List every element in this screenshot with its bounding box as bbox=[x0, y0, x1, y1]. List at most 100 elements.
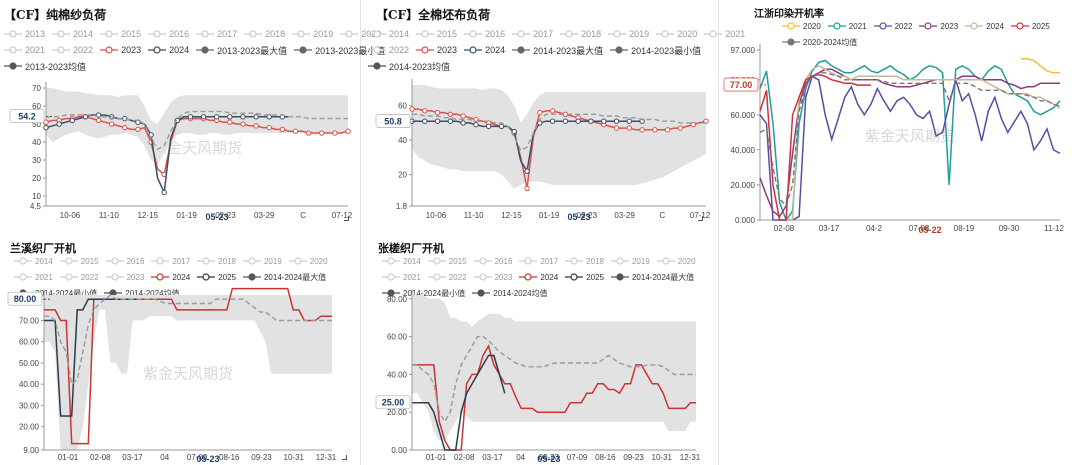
legend-label: 2018 bbox=[581, 29, 602, 39]
y-tick-label: 30 bbox=[32, 156, 41, 165]
legend-item[interactable]: 2022 bbox=[873, 22, 912, 31]
data-point bbox=[639, 127, 645, 133]
legend-item[interactable]: 2021 bbox=[827, 22, 867, 31]
legend-item[interactable]: 2022 bbox=[52, 45, 93, 55]
x-tick-label: 01-01 bbox=[58, 453, 79, 462]
legend-item[interactable]: 2020 bbox=[288, 257, 328, 266]
legend-item[interactable]: 2018 bbox=[565, 257, 604, 266]
data-point bbox=[253, 123, 259, 129]
legend-item[interactable]: 2014 bbox=[14, 257, 53, 266]
legend-item[interactable]: 2014-2023最小值 bbox=[610, 44, 701, 57]
legend-item[interactable]: 2016 bbox=[464, 29, 505, 39]
legend-item[interactable]: 2019 bbox=[292, 29, 333, 39]
legend-item[interactable]: 2014-2023最大值 bbox=[512, 44, 603, 57]
legend-item[interactable]: 2014 bbox=[52, 29, 93, 39]
legend-item[interactable]: 2024 bbox=[151, 273, 190, 282]
legend-row: 2013-2023均值 bbox=[4, 58, 392, 74]
legend-label: 2014-2024最小值 bbox=[403, 288, 466, 298]
legend-label: 2021 bbox=[403, 272, 421, 282]
legend-item[interactable]: 2017 bbox=[151, 257, 190, 266]
x-tick-label: 12-15 bbox=[137, 211, 158, 220]
legend-item[interactable]: 2021 bbox=[704, 29, 745, 39]
legend-item[interactable]: 2016 bbox=[105, 257, 144, 266]
legend-item[interactable]: 2015 bbox=[416, 29, 457, 39]
legend-item[interactable]: 2016 bbox=[473, 257, 512, 266]
x-tick-label: 03-29 bbox=[614, 211, 635, 220]
legend-item[interactable]: 2016 bbox=[148, 29, 189, 39]
legend-item[interactable]: 2014-2024最大值 bbox=[242, 272, 326, 283]
legend-item[interactable]: 2019 bbox=[608, 29, 649, 39]
value-marker-box bbox=[9, 109, 45, 123]
chart-panel-zhangcha-weaving: 张槎织厂开机 2014 2015 2016 2017 2018 2019 2020 2021 2… bbox=[368, 236, 718, 465]
legend-swatch-icon bbox=[105, 273, 124, 281]
legend-item[interactable]: 2015 bbox=[59, 257, 99, 266]
legend-item[interactable]: 2014 bbox=[368, 29, 409, 39]
legend-item[interactable]: 2014-2024均值 bbox=[472, 288, 548, 299]
legend-item[interactable]: 2013 bbox=[4, 29, 45, 39]
resize-handle[interactable] bbox=[342, 455, 347, 460]
data-point bbox=[108, 121, 115, 127]
legend-item[interactable]: 2018 bbox=[197, 257, 236, 266]
legend-item[interactable]: 2022 bbox=[59, 273, 99, 282]
data-point bbox=[434, 109, 441, 116]
legend-swatch-icon bbox=[519, 257, 538, 265]
legend-label: 2025 bbox=[1031, 21, 1050, 31]
legend-swatch-icon bbox=[14, 273, 32, 281]
legend-item[interactable]: 2021 bbox=[382, 273, 421, 282]
legend-label: 2015 bbox=[448, 256, 467, 266]
legend-item[interactable]: 2023 bbox=[416, 45, 457, 55]
legend-item[interactable]: 2019 bbox=[610, 257, 650, 266]
legend-item[interactable]: 2017 bbox=[512, 29, 553, 39]
legend-item[interactable]: 2024 bbox=[519, 273, 558, 282]
chart-legend: 2014 2015 2016 2017 2018 2019 2020 2021 2022 2023… bbox=[382, 253, 703, 301]
legend-item[interactable]: 2013-2023均值 bbox=[4, 60, 86, 73]
legend-label: 2014 bbox=[73, 29, 94, 39]
legend-item[interactable]: 2020 bbox=[656, 257, 696, 266]
legend-item[interactable]: 2014-2023均值 bbox=[368, 60, 450, 73]
legend-item[interactable]: 2023 bbox=[473, 273, 512, 282]
legend-item[interactable]: 2015 bbox=[427, 256, 467, 266]
x-tick-label: 11-10 bbox=[464, 211, 484, 220]
data-point bbox=[524, 185, 530, 192]
y-tick-label: 20.00 bbox=[19, 423, 40, 432]
resize-handle[interactable] bbox=[344, 216, 349, 221]
legend-item[interactable]: 2020-2024均值 bbox=[782, 37, 857, 48]
legend-item[interactable]: 2025 bbox=[197, 273, 236, 282]
legend-item[interactable]: 2022 bbox=[368, 45, 409, 55]
resize-handle[interactable] bbox=[698, 216, 703, 221]
legend-item[interactable]: 2022 bbox=[427, 273, 467, 282]
x-tick-label: 10-06 bbox=[60, 211, 81, 220]
x-tick-label: 04 bbox=[516, 453, 525, 462]
legend-item[interactable]: 2023 bbox=[100, 45, 141, 55]
legend-item[interactable]: 2017 bbox=[519, 257, 558, 266]
legend-item[interactable]: 2024 bbox=[464, 45, 505, 55]
legend-item[interactable]: 2013-2023最小值 bbox=[294, 44, 385, 57]
legend-item[interactable]: 2014-2024最小值 bbox=[382, 288, 465, 299]
legend-label: 2014-2023均值 bbox=[389, 61, 451, 72]
legend-swatch-icon bbox=[656, 257, 675, 265]
legend-item[interactable]: 2024 bbox=[148, 45, 189, 55]
legend-item[interactable]: 2017 bbox=[196, 29, 237, 39]
legend-item[interactable]: 2015 bbox=[100, 29, 141, 39]
legend-item[interactable]: 2021 bbox=[4, 45, 45, 55]
legend-item[interactable]: 2025 bbox=[1010, 21, 1050, 31]
legend-item[interactable]: 2021 bbox=[14, 273, 53, 282]
legend-item[interactable]: 2023 bbox=[105, 273, 144, 282]
legend-item[interactable]: 2020 bbox=[782, 22, 821, 31]
legend-item[interactable]: 2014 bbox=[382, 257, 421, 266]
legend-swatch-icon bbox=[196, 30, 215, 38]
legend-item[interactable]: 2019 bbox=[242, 257, 282, 266]
legend-item[interactable]: 2018 bbox=[244, 29, 285, 39]
x-tick-label: C bbox=[659, 211, 665, 220]
legend-item[interactable]: 2018 bbox=[560, 29, 601, 39]
legend-item[interactable]: 2013-2023最大值 bbox=[196, 44, 287, 57]
legend-swatch-icon bbox=[464, 30, 483, 38]
legend-item[interactable]: 2020 bbox=[656, 29, 697, 39]
chart-legend: 2013 2014 2015 2016 2017 2018 2019 2020 2021 2022… bbox=[4, 26, 392, 74]
legend-item[interactable]: 2024 bbox=[965, 22, 1004, 31]
legend-label: 2014-2024均值 bbox=[493, 288, 548, 298]
legend-item[interactable]: 2023 bbox=[919, 22, 958, 31]
legend-item[interactable]: 2014-2024最大值 bbox=[610, 272, 694, 283]
legend-item[interactable]: 2025 bbox=[565, 273, 604, 282]
legend-swatch-icon bbox=[294, 46, 313, 54]
